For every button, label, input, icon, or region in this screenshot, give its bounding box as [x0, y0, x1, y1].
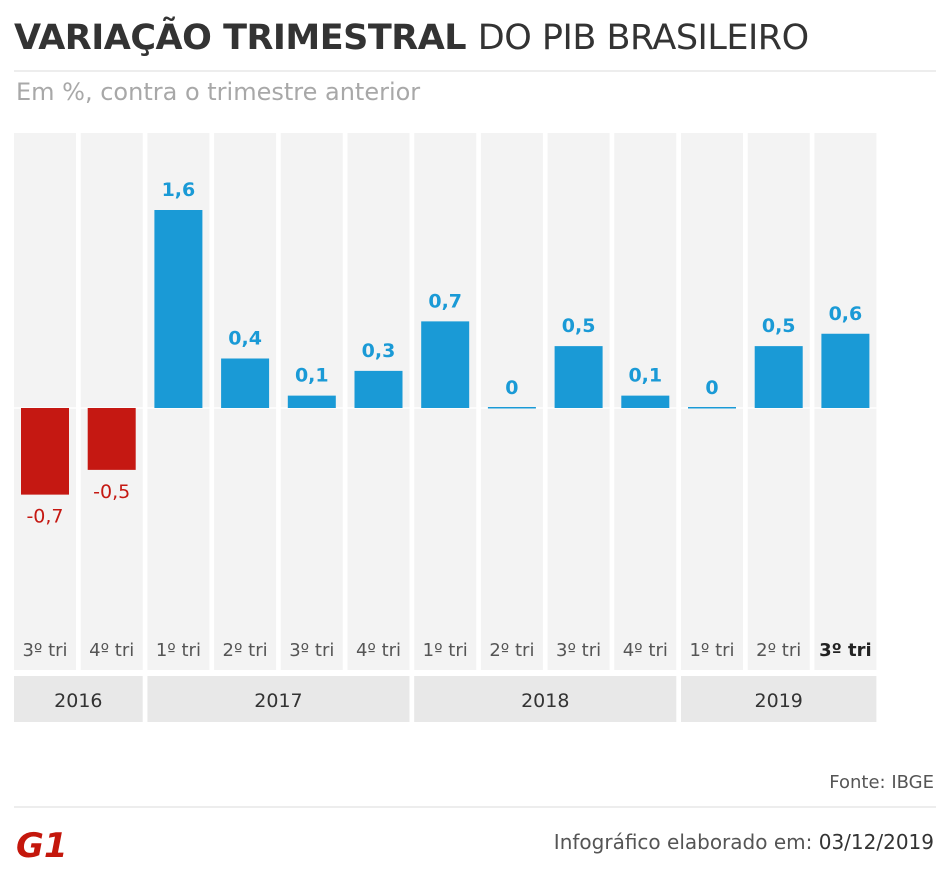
- bar: [21, 408, 69, 495]
- bar: [87, 408, 136, 470]
- footnote: Infográfico elaborado em: 03/12/2019: [554, 830, 934, 854]
- quarter-tick-label: 4º tri: [623, 640, 668, 661]
- column-background: [80, 133, 143, 670]
- bar: [554, 346, 603, 408]
- quarter-tick-label: 4º tri: [356, 640, 401, 661]
- quarter-tick-label: 3º tri: [819, 640, 872, 661]
- logo-text: G1: [16, 826, 68, 862]
- year-band: [681, 676, 877, 722]
- title-light: DO PIB BRASILEIRO: [477, 18, 809, 58]
- year-band: [14, 676, 143, 722]
- data-label: 0,7: [428, 290, 462, 312]
- data-label: -0,7: [26, 506, 63, 528]
- footnote-date: 03/12/2019: [818, 830, 934, 854]
- bar: [421, 321, 470, 408]
- year-label: 2016: [54, 690, 102, 712]
- year-label: 2017: [254, 690, 302, 712]
- column-background: [480, 133, 543, 670]
- year-band: [414, 676, 677, 722]
- bar: [821, 333, 870, 408]
- g1-logo: G1: [16, 826, 68, 862]
- data-label: 0: [705, 377, 718, 399]
- data-label: 0,6: [829, 303, 863, 325]
- quarter-tick-label: 3º tri: [289, 640, 334, 661]
- data-label: 0,1: [295, 365, 329, 387]
- data-label: 0: [505, 377, 518, 399]
- bar: [754, 346, 803, 408]
- data-label: 0,5: [762, 315, 796, 337]
- quarter-tick-label: 2º tri: [756, 640, 801, 661]
- footnote-prefix: Infográfico elaborado em:: [553, 830, 813, 854]
- quarter-tick-label: 1º tri: [156, 640, 201, 661]
- footer-divider: [14, 806, 936, 808]
- bar: [354, 370, 403, 408]
- chart-subtitle: Em %, contra o trimestre anterior: [16, 78, 421, 106]
- quarter-tick-label: 2º tri: [223, 640, 268, 661]
- column-background: [14, 133, 76, 670]
- source-label: Fonte: IBGE: [829, 772, 934, 793]
- chart-title: VARIAÇÃO TRIMESTRAL DO PIB BRASILEIRO: [14, 10, 809, 66]
- title-divider: [14, 70, 936, 72]
- data-label: 0,5: [562, 315, 596, 337]
- year-band: [147, 676, 410, 722]
- bar: [221, 358, 270, 408]
- quarter-tick-label: 3º tri: [22, 640, 67, 661]
- quarter-tick-label: 3º tri: [556, 640, 601, 661]
- quarter-tick-label: 1º tri: [423, 640, 468, 661]
- column-background: [681, 133, 743, 670]
- bar: [154, 210, 203, 408]
- data-label: 0,3: [362, 340, 396, 362]
- data-label: 0,1: [628, 365, 662, 387]
- bar: [688, 407, 736, 409]
- bar: [287, 395, 336, 408]
- bar: [487, 407, 536, 409]
- year-label: 2018: [521, 690, 569, 712]
- quarter-tick-label: 2º tri: [489, 640, 534, 661]
- quarter-tick-label: 1º tri: [689, 640, 734, 661]
- data-label: -0,5: [93, 481, 130, 503]
- title-bold: VARIAÇÃO TRIMESTRAL: [14, 18, 467, 58]
- year-label: 2019: [755, 690, 803, 712]
- quarter-tick-label: 4º tri: [89, 640, 134, 661]
- bar: [621, 395, 670, 408]
- data-label: 0,4: [228, 328, 262, 350]
- data-label: 1,6: [162, 179, 196, 201]
